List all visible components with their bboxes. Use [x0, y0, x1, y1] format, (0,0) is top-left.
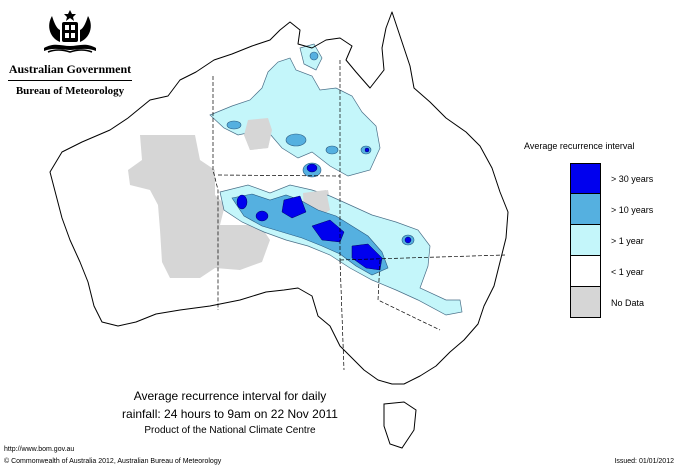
map-title-line-2: rainfall: 24 hours to 9am on 22 Nov 2011	[122, 407, 338, 421]
bureau-name: Bureau of Meteorology	[15, 85, 125, 97]
coat-of-arms-icon	[44, 10, 96, 53]
issued-date: Issued: 01/01/2012	[614, 458, 674, 465]
rainfall-above-1yr	[209, 43, 463, 316]
copyright-notice: © Commonwealth of Australia 2012, Austra…	[4, 458, 222, 465]
australia-outline	[49, 11, 509, 385]
legend-label: No Data	[611, 297, 645, 308]
rainfall-above-10yr	[226, 51, 415, 276]
legend-swatch	[570, 194, 601, 225]
no-data-west	[128, 135, 270, 278]
band-10yr	[231, 193, 389, 276]
legend-label: < 1 year	[611, 266, 644, 277]
legend-item-30yr: > 30 years	[524, 163, 670, 194]
legend-swatch	[570, 163, 601, 194]
government-name: Australian Government	[8, 62, 132, 81]
legend: Average recurrence interval > 30 years >…	[524, 141, 670, 318]
legend-label: > 1 year	[611, 235, 644, 246]
legend-swatch	[570, 256, 601, 287]
header: Australian Government Bureau of Meteorol…	[8, 8, 132, 97]
legend-item-1yr: > 1 year	[524, 225, 670, 256]
tasmania-outline	[383, 401, 417, 449]
legend-label: > 10 years	[611, 204, 654, 215]
north-band	[209, 57, 381, 177]
legend-swatch	[570, 287, 601, 318]
legend-item-below-1yr: < 1 year	[524, 256, 670, 287]
legend-title: Average recurrence interval	[524, 141, 635, 151]
legend-label: > 30 years	[611, 173, 654, 184]
legend-swatch	[570, 225, 601, 256]
legend-item-10yr: > 10 years	[524, 194, 670, 225]
bom-url: http://www.bom.gov.au	[4, 446, 75, 453]
legend-item-no-data: No Data	[524, 287, 670, 318]
map-title-line-1: Average recurrence interval for daily	[133, 389, 327, 403]
rainfall-above-30yr	[236, 147, 412, 271]
state-borders	[212, 60, 506, 371]
product-credit: Product of the National Climate Centre	[144, 425, 316, 436]
